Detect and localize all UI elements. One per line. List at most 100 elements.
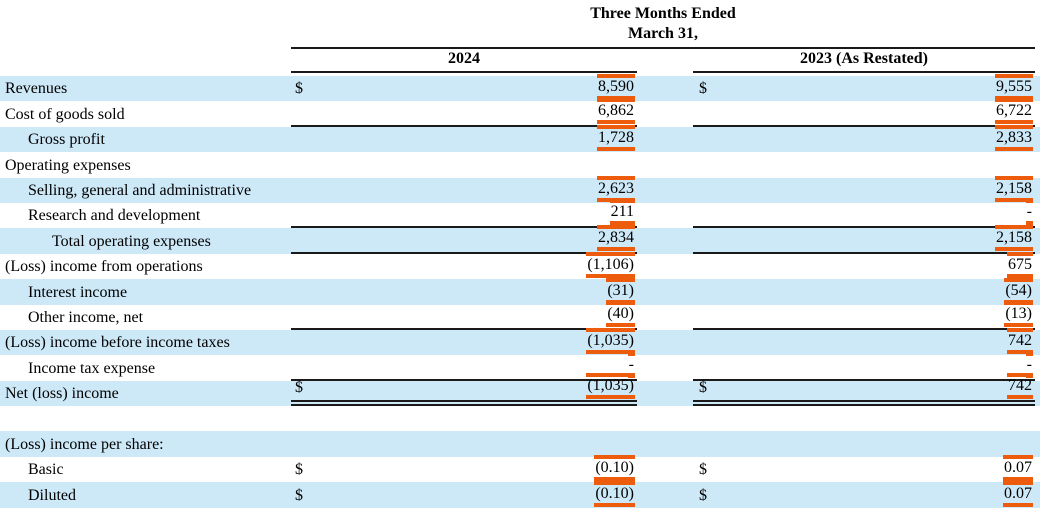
currency-symbol-2024: $ — [295, 379, 303, 397]
table-row: Diluted $ (0.10) $ 0.07 — [0, 480, 1040, 508]
row-label: Cost of goods sold — [5, 105, 125, 123]
column-header-2024: 2024 — [291, 50, 637, 73]
table-row: (Loss) income from operations (1,106) 67… — [0, 252, 1040, 279]
cell-2023 — [693, 431, 1035, 456]
column-header-2023-restated: 2023 (As Restated) — [693, 50, 1035, 73]
value-2024: (0.10) — [594, 480, 635, 507]
table-row: Net (loss) income $ (1,035) $ 742 — [0, 373, 1040, 407]
column-gap — [637, 203, 693, 228]
cell-2024: 6,862 — [291, 97, 637, 127]
value-2024: (40) — [606, 300, 635, 327]
table-row: Income tax expense - - — [0, 351, 1040, 381]
currency-symbol-2024: $ — [295, 486, 303, 504]
value-2023: - — [1025, 199, 1033, 226]
value-2024: (1,035) — [586, 328, 635, 355]
row-label: Gross profit — [28, 131, 105, 149]
currency-symbol-2024: $ — [295, 461, 303, 479]
value-2024: (31) — [606, 277, 635, 304]
row-label: (Loss) income from operations — [5, 258, 203, 276]
cell-2023: - — [693, 351, 1035, 381]
value-2023: 2,833 — [995, 125, 1033, 152]
table-row: Other income, net (40) (13) — [0, 300, 1040, 330]
cell-2024: 2,623 — [291, 175, 637, 203]
cell-2024: (31) — [291, 277, 637, 304]
period-header-line1: Three Months Ended — [590, 5, 736, 22]
row-label: Operating expenses — [5, 156, 131, 174]
table-row: Gross profit 1,728 2,833 — [0, 125, 1040, 153]
row-label: (Loss) income per share: — [5, 435, 164, 453]
table-row: Operating expenses — [0, 152, 1040, 177]
column-gap — [637, 330, 693, 355]
column-gap — [637, 305, 693, 330]
table-row: Cost of goods sold 6,862 6,722 — [0, 97, 1040, 127]
cell-2024 — [291, 406, 637, 431]
column-gap — [637, 127, 693, 152]
value-2023: 742 — [1007, 328, 1033, 355]
currency-symbol-2024: $ — [295, 80, 303, 98]
table-row: Basic $ (0.10) $ 0.07 — [0, 455, 1040, 482]
value-2024: 2,834 — [597, 224, 635, 251]
row-label: Other income, net — [28, 308, 144, 326]
row-label: Research and development — [28, 207, 201, 225]
row-label: Net (loss) income — [5, 385, 119, 403]
cell-2024: (1,035) — [291, 328, 637, 355]
table-row: (Loss) income before income taxes (1,035… — [0, 328, 1040, 356]
value-2024: 211 — [609, 199, 635, 226]
column-gap — [637, 228, 693, 253]
cell-2023: (54) — [693, 277, 1035, 304]
column-gap — [637, 457, 693, 482]
value-2023: (54) — [1004, 277, 1033, 304]
column-gap — [637, 76, 693, 101]
column-gap — [637, 381, 693, 406]
cell-2023: 2,833 — [693, 125, 1035, 152]
cell-2024: (40) — [291, 300, 637, 330]
cell-2023: 6,722 — [693, 97, 1035, 127]
value-2023: 9,555 — [995, 74, 1033, 101]
table-row: Selling, general and administrative 2,62… — [0, 175, 1040, 203]
row-label: Interest income — [28, 283, 128, 301]
currency-symbol-2023: $ — [699, 80, 707, 98]
cell-2024: - — [291, 351, 637, 381]
cell-2023 — [693, 406, 1035, 431]
cell-2024: $ (0.10) — [291, 455, 637, 482]
row-label: Income tax expense — [28, 359, 156, 377]
value-2024: (1,035) — [586, 373, 635, 400]
cell-2023: 2,158 — [693, 175, 1035, 203]
table-row: Interest income (31) (54) — [0, 277, 1040, 305]
table-row — [0, 406, 1040, 431]
row-label: (Loss) income before income taxes — [5, 334, 230, 352]
value-2023: 742 — [1007, 373, 1033, 400]
cell-2024: 211 — [291, 199, 637, 229]
row-label: Selling, general and administrative — [28, 181, 252, 199]
column-gap — [637, 355, 693, 380]
table-row: Total operating expenses 2,834 2,158 — [0, 224, 1040, 254]
value-2024: 6,862 — [597, 97, 635, 124]
column-gap — [637, 152, 693, 177]
cell-2024: 2,834 — [291, 224, 637, 254]
column-gap — [637, 431, 693, 456]
cell-2023 — [693, 152, 1035, 177]
value-2023: 2,158 — [995, 175, 1033, 202]
column-gap — [637, 101, 693, 126]
cell-2024 — [291, 431, 637, 456]
value-2024: 1,728 — [597, 125, 635, 152]
value-2024: 2,623 — [597, 175, 635, 202]
currency-symbol-2023: $ — [699, 461, 707, 479]
cell-2023: (13) — [693, 300, 1035, 330]
cell-2024: 1,728 — [291, 125, 637, 152]
currency-symbol-2023: $ — [699, 486, 707, 504]
value-2023: 2,158 — [995, 224, 1033, 251]
value-2023: 0.07 — [1003, 480, 1033, 507]
cell-2023: - — [693, 199, 1035, 229]
value-2023: 675 — [1007, 252, 1033, 279]
cell-2023: 2,158 — [693, 224, 1035, 254]
value-2023: (13) — [1004, 300, 1033, 327]
value-2023: 0.07 — [1003, 455, 1033, 482]
column-gap — [637, 279, 693, 304]
cell-2024: $ (0.10) — [291, 480, 637, 507]
value-2024: (1,106) — [586, 252, 635, 279]
value-2023: 6,722 — [995, 97, 1033, 124]
cell-2024: $ (1,035) — [291, 373, 637, 407]
cell-2023: $ 0.07 — [693, 455, 1035, 482]
